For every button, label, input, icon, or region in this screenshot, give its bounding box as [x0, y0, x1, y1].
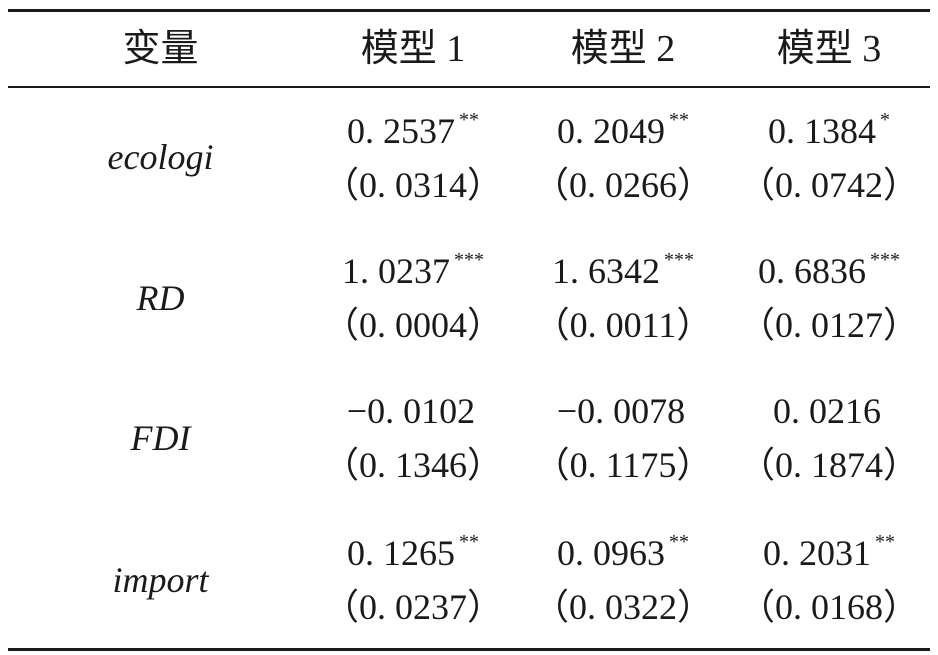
coef-value: 1. 6342 — [552, 251, 660, 291]
significance-stars: ** — [875, 531, 895, 553]
significance-stars: ** — [669, 531, 689, 553]
std-error: （0. 0004） — [322, 305, 503, 345]
header-variable: 变量 — [122, 28, 199, 70]
std-error: （0. 0168） — [738, 587, 919, 627]
coef-value: 0. 6836 — [758, 251, 866, 291]
coef-value: 0. 1384 — [768, 111, 876, 151]
header-model-1: 模型 1 — [360, 28, 466, 70]
coef-value: −0. 0102 — [346, 391, 476, 431]
std-error: （0. 0742） — [738, 165, 919, 205]
coef-cell: 0. 1384 * — [724, 108, 934, 154]
regression-table: 变量 模型 1 模型 2 模型 3 ecologi 0. 2537 ** 0. 2… — [8, 0, 930, 655]
significance-stars: * — [880, 109, 890, 131]
top-rule — [8, 9, 930, 12]
std-error: （0. 1874） — [738, 445, 919, 485]
std-error: （0. 0266） — [532, 165, 713, 205]
coef-cell: 0. 2049 ** — [518, 108, 728, 154]
std-error: （0. 0314） — [322, 165, 503, 205]
coef-value: 0. 2049 — [557, 111, 665, 151]
header-model-2: 模型 2 — [570, 28, 676, 70]
coef-value: 0. 1265 — [347, 533, 455, 573]
std-error: （0. 0127） — [738, 305, 919, 345]
coef-value: 1. 0237 — [342, 251, 450, 291]
coef-value: 0. 0216 — [773, 391, 881, 431]
coef-cell: 0. 1265 ** — [308, 530, 518, 576]
row-variable-name: RD — [136, 278, 185, 318]
significance-stars: *** — [454, 249, 484, 271]
significance-stars: ** — [459, 531, 479, 553]
coef-cell: 0. 0216 — [724, 388, 934, 434]
coef-cell: 0. 6836 *** — [724, 248, 934, 294]
coef-cell: 0. 2537 ** — [308, 108, 518, 154]
bottom-rule — [8, 648, 930, 651]
significance-stars: ** — [459, 109, 479, 131]
coef-cell: 0. 2031 ** — [724, 530, 934, 576]
coef-cell: −0. 0078 — [518, 388, 728, 434]
significance-stars: *** — [664, 249, 694, 271]
row-variable-name: FDI — [130, 418, 191, 458]
coef-value: 0. 0963 — [557, 533, 665, 573]
std-error: （0. 0237） — [322, 587, 503, 627]
row-variable-name: import — [112, 560, 209, 600]
coef-cell: 1. 6342 *** — [518, 248, 728, 294]
coef-value: −0. 0078 — [556, 391, 686, 431]
row-variable-name: ecologi — [107, 137, 214, 177]
header-model-3: 模型 3 — [776, 28, 882, 70]
header-rule — [8, 86, 930, 88]
coef-value: 0. 2031 — [763, 533, 871, 573]
coef-cell: −0. 0102 — [308, 388, 518, 434]
coef-cell: 0. 0963 ** — [518, 530, 728, 576]
coef-cell: 1. 0237 *** — [308, 248, 518, 294]
coef-value: 0. 2537 — [347, 111, 455, 151]
std-error: （0. 0322） — [532, 587, 713, 627]
std-error: （0. 1346） — [322, 445, 503, 485]
std-error: （0. 0011） — [533, 305, 713, 345]
std-error: （0. 1175） — [533, 445, 713, 485]
significance-stars: ** — [669, 109, 689, 131]
significance-stars: *** — [870, 249, 900, 271]
